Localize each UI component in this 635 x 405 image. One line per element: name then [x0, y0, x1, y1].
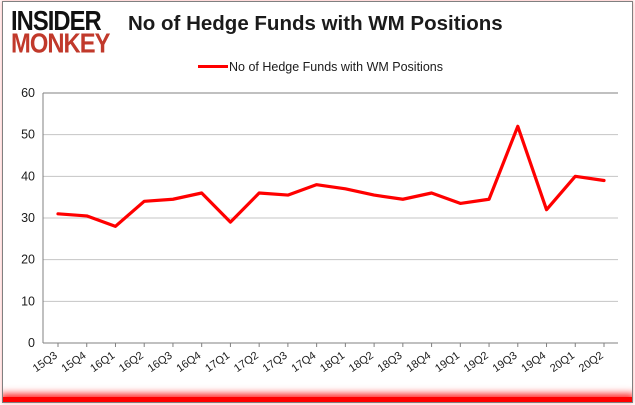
svg-text:18Q4: 18Q4 — [404, 350, 433, 375]
svg-text:16Q3: 16Q3 — [146, 350, 175, 375]
svg-text:15Q4: 15Q4 — [60, 350, 89, 375]
svg-text:19Q2: 19Q2 — [462, 350, 491, 375]
svg-text:40: 40 — [21, 169, 35, 183]
svg-text:20Q1: 20Q1 — [548, 350, 577, 375]
svg-text:17Q4: 17Q4 — [289, 350, 318, 375]
svg-text:30: 30 — [21, 211, 35, 225]
svg-text:19Q3: 19Q3 — [491, 350, 520, 375]
svg-text:16Q1: 16Q1 — [88, 350, 117, 375]
svg-text:18Q3: 18Q3 — [376, 350, 405, 375]
svg-text:50: 50 — [21, 128, 35, 142]
svg-text:16Q4: 16Q4 — [174, 350, 203, 375]
svg-text:18Q1: 18Q1 — [318, 350, 347, 375]
svg-text:20: 20 — [21, 253, 35, 267]
svg-text:19Q4: 19Q4 — [519, 350, 548, 375]
svg-text:0: 0 — [28, 336, 35, 350]
svg-text:20Q2: 20Q2 — [577, 350, 606, 375]
svg-text:18Q2: 18Q2 — [347, 350, 376, 375]
svg-text:16Q2: 16Q2 — [117, 350, 146, 375]
svg-text:10: 10 — [21, 294, 35, 308]
svg-text:19Q1: 19Q1 — [433, 350, 462, 375]
svg-text:17Q2: 17Q2 — [232, 350, 261, 375]
svg-text:17Q3: 17Q3 — [261, 350, 290, 375]
svg-text:60: 60 — [21, 86, 35, 100]
svg-text:15Q3: 15Q3 — [31, 350, 60, 375]
svg-text:17Q1: 17Q1 — [203, 350, 232, 375]
